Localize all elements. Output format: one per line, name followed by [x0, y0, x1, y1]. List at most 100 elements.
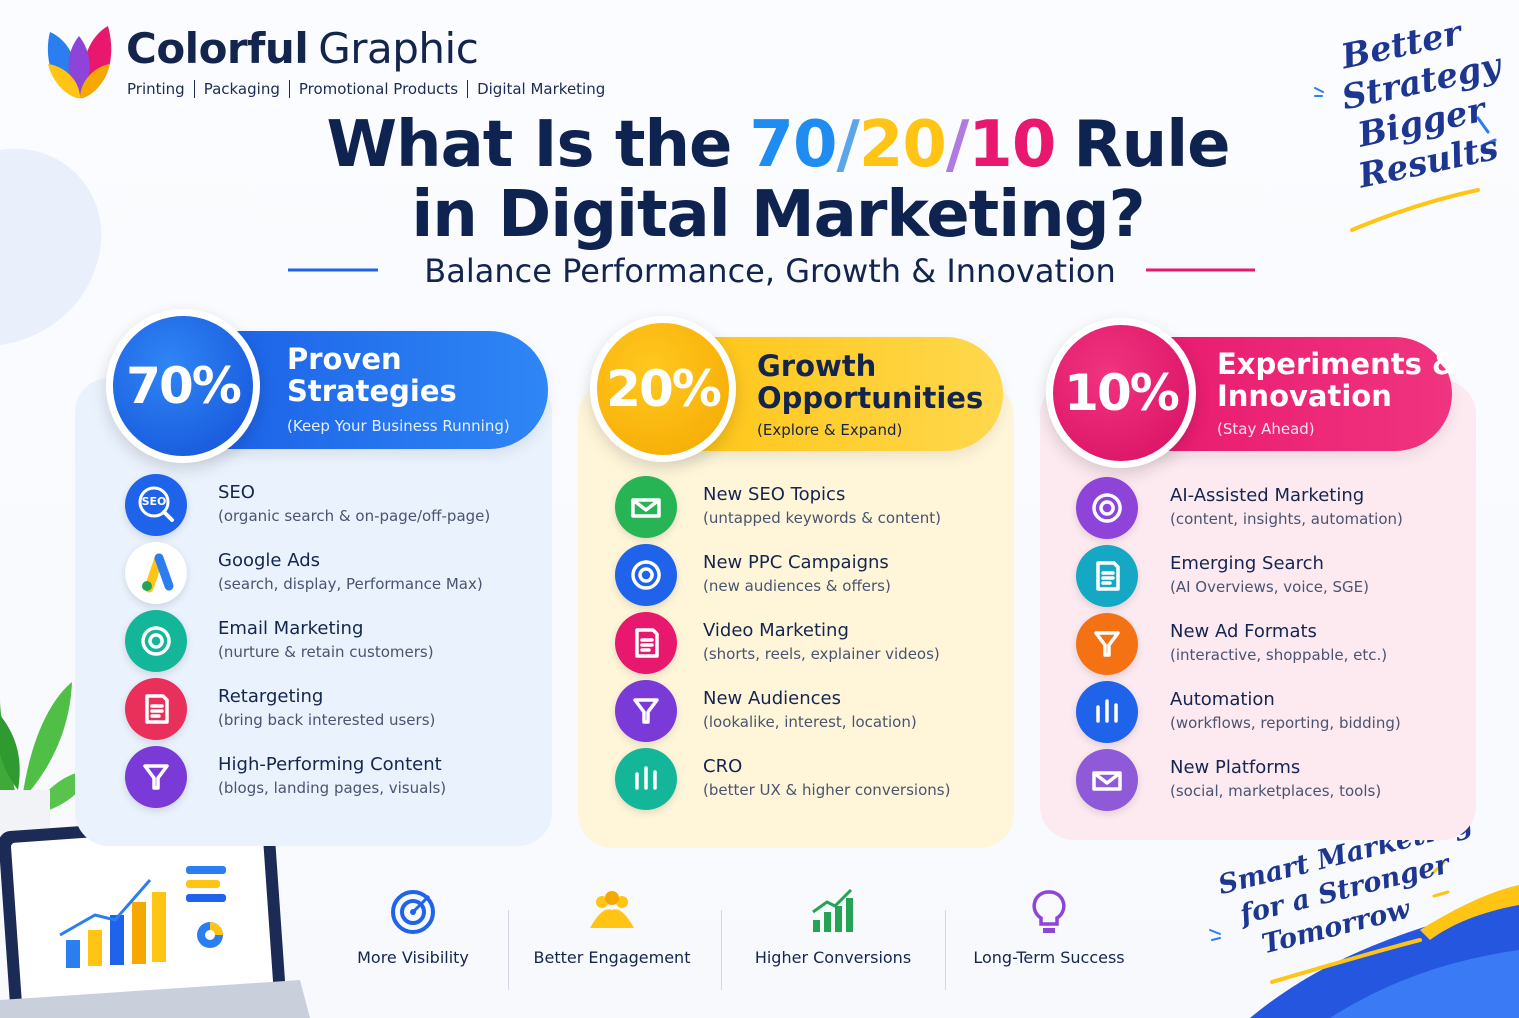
note-top: Better Strategy Bigger Results [1330, 7, 1519, 196]
benefit-label: Long-Term Success [973, 948, 1125, 967]
tagline: Printing Packaging Promotional Products Dig… [127, 80, 614, 98]
column-title: Proven Strategies [287, 343, 457, 407]
item-name: New PPC Campaigns [703, 552, 889, 573]
icon-glyph [145, 694, 169, 724]
benefit-icon [1032, 890, 1066, 933]
item-detail: (social, marketplaces, tools) [1170, 782, 1382, 800]
item-detail: (bring back interested users) [218, 711, 436, 729]
icon-graphic [1092, 493, 1122, 523]
title-part: Rule [1073, 108, 1230, 182]
icon-graphic [1096, 699, 1118, 723]
item-icon [125, 678, 187, 740]
icon-glyph [631, 498, 661, 518]
tagline-item: Packaging [193, 80, 289, 98]
column-title-line: Growth [757, 349, 877, 383]
item-detail: (search, display, Performance Max) [218, 575, 483, 593]
icon-graphic [635, 766, 657, 790]
brand-name-bold: Colorful [126, 24, 309, 73]
icon-graphic [1094, 631, 1120, 657]
column-title-line: Strategies [287, 374, 457, 408]
item-name: New Platforms [1170, 757, 1301, 778]
item-detail: (blogs, landing pages, visuals) [218, 779, 447, 797]
item-icon [615, 612, 677, 674]
icon-graphic [143, 764, 169, 790]
item-icon [615, 748, 677, 810]
item-icon [1076, 545, 1138, 607]
item-detail: (untapped keywords & content) [703, 509, 941, 527]
item-icon [125, 542, 187, 604]
item-icon [615, 544, 677, 606]
icon-glyph [1096, 699, 1118, 723]
title-line-1: What Is the 70/20/10 Rule [0, 108, 1519, 182]
benefit-label: More Visibility [357, 948, 469, 967]
icon-graphic [141, 626, 171, 656]
divider [508, 910, 509, 990]
benefit-icon [812, 888, 853, 932]
tagline-item: Digital Marketing [467, 80, 614, 98]
item-detail: (organic search & on-page/off-page) [218, 507, 491, 525]
item-detail: (nurture & retain customers) [218, 643, 434, 661]
item-icon [1076, 613, 1138, 675]
column-note: (Explore & Expand) [757, 421, 903, 439]
icon-graphic [631, 498, 661, 518]
percent-badge: 70% [106, 309, 260, 463]
item-detail: (workflows, reporting, bidding) [1170, 714, 1401, 732]
tagline-item: Printing [127, 80, 185, 98]
divider [721, 910, 722, 990]
item-icon [1076, 749, 1138, 811]
icon-glyph [1092, 771, 1122, 791]
item-icon [615, 476, 677, 538]
title-part: What Is the [326, 108, 732, 182]
item-detail: (interactive, shoppable, etc.) [1170, 646, 1388, 664]
icon-graphic [633, 698, 659, 724]
item-name: New Audiences [703, 688, 841, 709]
item-icon [1076, 681, 1138, 743]
icon-glyph [143, 764, 169, 790]
benefit-label: Better Engagement [533, 948, 691, 967]
divider [945, 910, 946, 990]
icon-graphic [138, 486, 174, 522]
icon-glyph [141, 626, 171, 656]
item-name: New Ad Formats [1170, 621, 1317, 642]
item-detail: (new audiences & offers) [703, 577, 891, 595]
item-icon [125, 746, 187, 808]
title-line-2: in Digital Marketing? [411, 178, 1145, 252]
icon-glyph [633, 698, 659, 724]
icon-graphic [1096, 561, 1120, 591]
item-name: Google Ads [218, 550, 320, 571]
column-title-line: Innovation [1217, 379, 1392, 413]
icon-graphic [1092, 771, 1122, 791]
column-note: (Keep Your Business Running) [287, 417, 510, 435]
item-detail: (shorts, reels, explainer videos) [703, 645, 940, 663]
benefit-icon [391, 890, 435, 934]
percent-badge: 10% [1046, 318, 1196, 468]
item-name: Emerging Search [1170, 553, 1324, 574]
title-part: 70 [749, 108, 837, 182]
percent-badge: 20% [590, 316, 736, 462]
item-name: CRO [703, 756, 743, 777]
icon-graphic [631, 560, 661, 590]
item-name: Retargeting [218, 686, 324, 707]
item-name: High-Performing Content [218, 754, 442, 775]
item-name: New SEO Topics [703, 484, 846, 505]
title-part: / [836, 108, 859, 182]
tagline-item: Promotional Products [288, 80, 467, 98]
item-detail: (better UX & higher conversions) [703, 781, 951, 799]
title-part: / [945, 108, 969, 182]
item-detail: (content, insights, automation) [1170, 510, 1403, 528]
icon-glyph [635, 628, 659, 658]
item-detail: (lookalike, interest, location) [703, 713, 917, 731]
item-name: Email Marketing [218, 618, 364, 639]
column-note: (Stay Ahead) [1217, 420, 1315, 438]
column-title: Growth Opportunities [757, 350, 983, 414]
item-icon [125, 610, 187, 672]
icon-glyph [1092, 493, 1122, 523]
item-icon [1076, 477, 1138, 539]
column-title-line: Experiments & [1217, 347, 1458, 381]
item-icon: SEO [125, 474, 187, 536]
brand-name: Colorful Graphic [126, 24, 479, 73]
item-icon-text: SEO [141, 495, 167, 508]
item-name: Automation [1170, 689, 1275, 710]
